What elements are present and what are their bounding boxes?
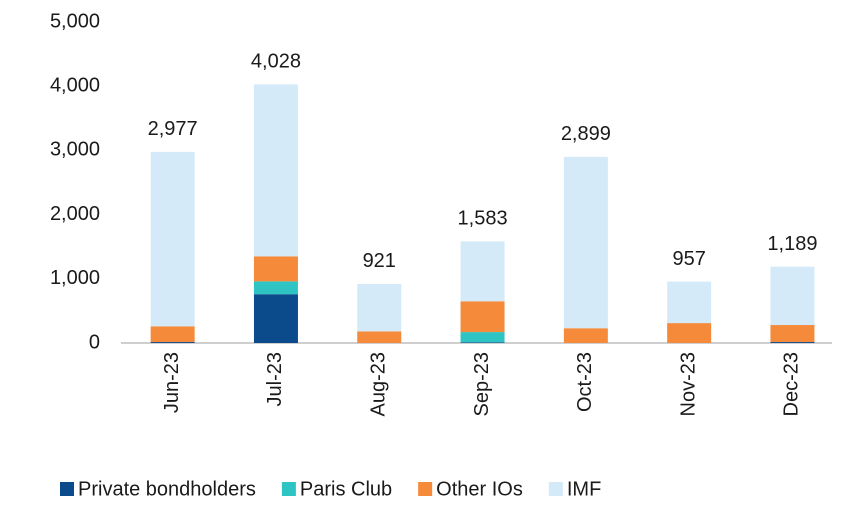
legend-label: IMF bbox=[567, 478, 601, 500]
bar-segment bbox=[563, 328, 608, 343]
x-tick-label: Dec-23 bbox=[781, 352, 803, 416]
bar-segment bbox=[460, 342, 505, 343]
legend-label: Private bondholders bbox=[78, 478, 256, 500]
x-tick-label: Aug-23 bbox=[368, 352, 390, 417]
bar-segment bbox=[667, 281, 712, 324]
total-label: 4,028 bbox=[251, 51, 301, 73]
total-label: 1,189 bbox=[767, 233, 817, 255]
x-tick-label: Jul-23 bbox=[264, 352, 286, 406]
bar-segment bbox=[253, 256, 298, 282]
legend-swatch bbox=[418, 482, 433, 496]
bar-segment bbox=[770, 342, 815, 343]
legend-swatch bbox=[548, 482, 563, 496]
x-tick-label: Oct-23 bbox=[574, 352, 596, 412]
legend-label: Other IOs bbox=[436, 478, 523, 500]
bar-segment bbox=[150, 342, 195, 343]
bar-segment bbox=[770, 325, 815, 343]
total-label: 2,899 bbox=[561, 123, 611, 145]
bar-segment bbox=[460, 241, 505, 302]
bar-segment bbox=[770, 266, 815, 326]
x-tick-label: Sep-23 bbox=[471, 352, 493, 417]
bar-segment bbox=[357, 283, 402, 332]
bar-segment bbox=[150, 151, 195, 327]
total-label: 957 bbox=[672, 248, 705, 270]
bar-segment bbox=[667, 323, 712, 343]
legend-label: Paris Club bbox=[300, 478, 392, 500]
total-label: 1,583 bbox=[458, 208, 508, 230]
y-tick-label: 3,000 bbox=[50, 139, 100, 161]
y-tick-label: 1,000 bbox=[50, 267, 100, 289]
bar-segment bbox=[357, 331, 402, 343]
total-label: 2,977 bbox=[148, 118, 198, 140]
bar-segment bbox=[253, 281, 298, 295]
bar-segment bbox=[563, 156, 608, 329]
bar-segment bbox=[150, 326, 195, 343]
bar-segment bbox=[460, 301, 505, 333]
y-tick-label: 2,000 bbox=[50, 203, 100, 225]
y-tick-label: 4,000 bbox=[50, 74, 100, 96]
bar-segment bbox=[460, 332, 505, 343]
total-label: 921 bbox=[363, 250, 396, 272]
y-tick-label: 0 bbox=[89, 331, 100, 353]
x-tick-label: Nov-23 bbox=[677, 352, 699, 416]
x-tick-label: Jun-23 bbox=[161, 352, 183, 413]
y-tick-label: 5,000 bbox=[50, 10, 100, 32]
bar-segment bbox=[253, 84, 298, 257]
bar-segment bbox=[253, 294, 298, 343]
legend-swatch bbox=[281, 482, 296, 496]
legend-swatch bbox=[60, 482, 74, 496]
